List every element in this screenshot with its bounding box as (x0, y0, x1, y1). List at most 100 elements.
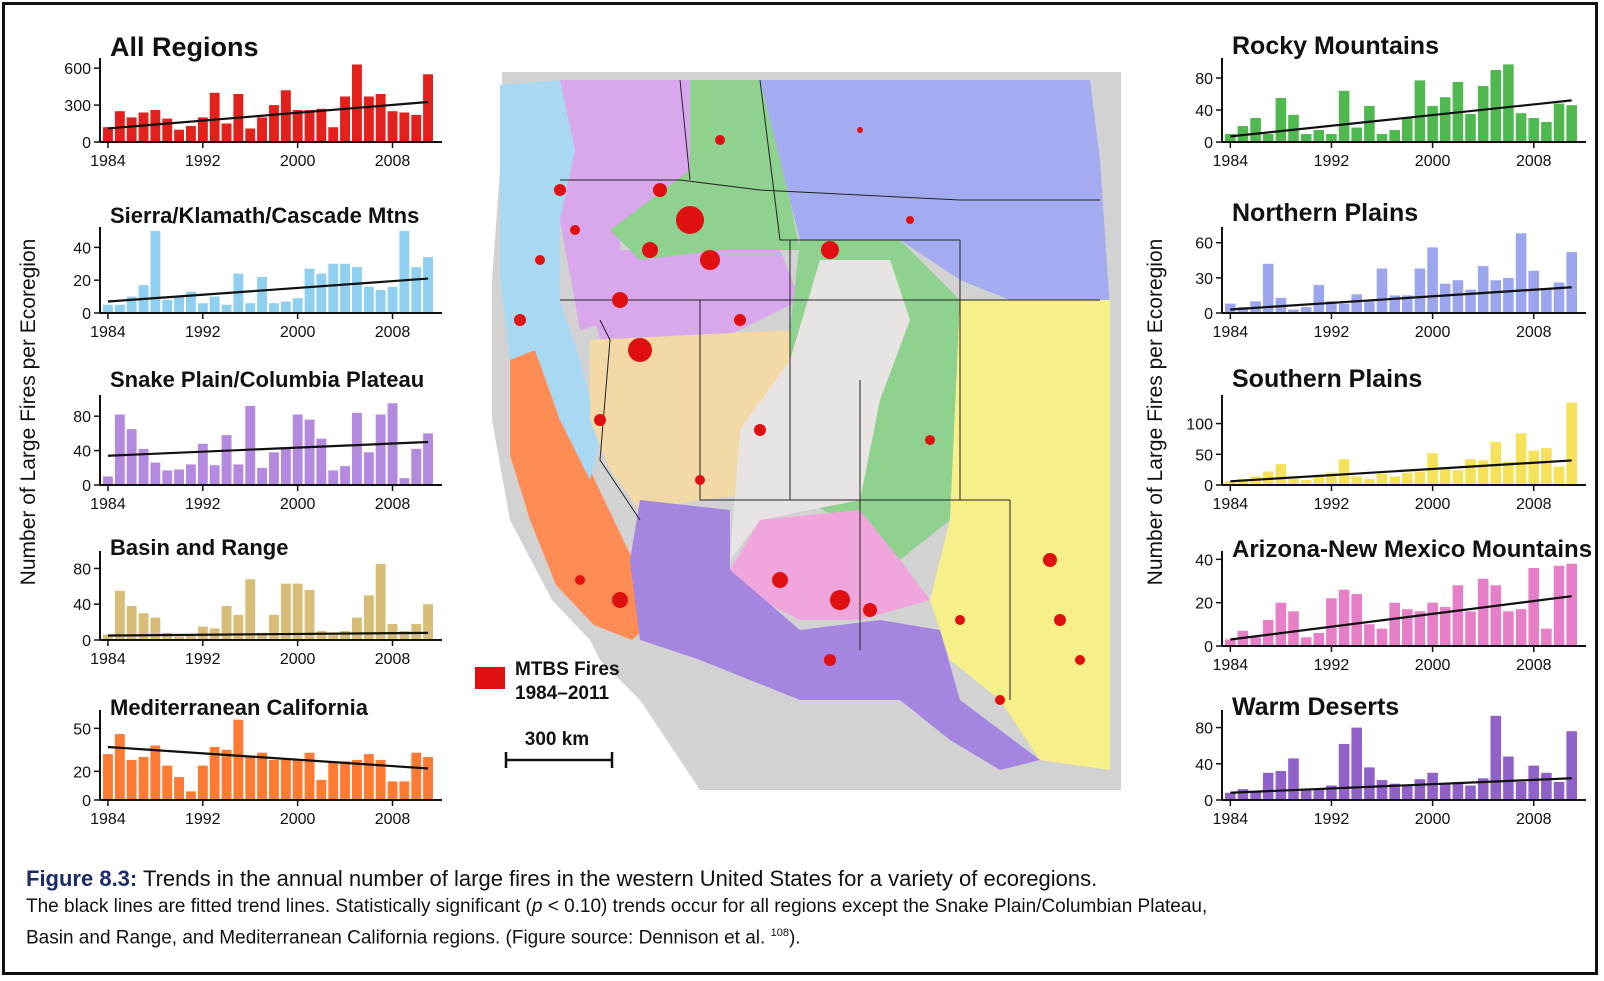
bar (316, 631, 327, 640)
bar (304, 589, 315, 640)
bar (340, 761, 350, 800)
bar (1541, 448, 1552, 485)
chart-title: Rocky Mountains (1232, 32, 1439, 60)
bar (150, 617, 161, 640)
scale-bar (504, 752, 614, 768)
bar (292, 298, 303, 313)
bar (304, 419, 315, 485)
y-tick-label: 0 (1204, 306, 1213, 323)
bar (162, 765, 173, 800)
bar (1338, 303, 1350, 313)
bar (1300, 789, 1312, 800)
bar (1338, 743, 1350, 800)
bar (1452, 585, 1464, 646)
bar (1465, 289, 1476, 313)
bar (304, 110, 315, 142)
bar (1402, 472, 1413, 485)
bar (1439, 783, 1451, 800)
x-tick-label: 1984 (1213, 811, 1249, 828)
region-mediterranean-california (510, 350, 648, 640)
x-tick-label: 2008 (375, 651, 411, 668)
caption-line2-b: < 0.10) trends occur for all regions exc… (542, 896, 1208, 917)
bar (1427, 772, 1438, 800)
bar (103, 634, 113, 640)
x-tick-label: 1984 (1213, 153, 1249, 170)
bar (375, 290, 386, 313)
bar (1313, 475, 1325, 485)
y-tick-label: 300 (64, 98, 91, 115)
bar (114, 414, 125, 485)
bar (352, 617, 362, 640)
bar (1376, 780, 1388, 800)
bar (126, 606, 137, 640)
y-tick-label: 0 (1204, 478, 1213, 495)
y-tick-label: 30 (1195, 271, 1213, 288)
chart-title: Warm Deserts (1232, 693, 1399, 721)
bar (114, 590, 125, 640)
y-tick-label: 80 (1195, 71, 1213, 88)
bar (280, 583, 291, 640)
bar (387, 623, 398, 640)
bar (1364, 624, 1375, 646)
bar (1490, 715, 1502, 800)
bar (257, 117, 267, 142)
baja-california (640, 640, 760, 790)
x-tick-label: 2000 (1415, 153, 1451, 170)
bar (423, 257, 433, 313)
bar (1414, 779, 1426, 800)
y-tick-label: 40 (73, 597, 91, 614)
bar (1351, 294, 1362, 313)
bar (1250, 790, 1261, 800)
bar (1566, 563, 1577, 646)
bar (186, 464, 196, 485)
bar (174, 469, 184, 485)
x-tick-label: 2000 (1415, 657, 1451, 674)
chart-title: Sierra/Klamath/Cascade Mtns (110, 203, 419, 228)
bar (1503, 461, 1514, 485)
chart-7: Southern Plains 0 50 100 1984 1992 2000 2008 (1186, 365, 1586, 513)
bar (340, 466, 350, 485)
bar (221, 606, 232, 640)
bar (126, 429, 137, 485)
chart-9: Warm Deserts 0 40 80 1984 1992 2000 2008 (1195, 693, 1586, 828)
x-tick-label: 1992 (1314, 811, 1350, 828)
chart-title: Arizona-New Mexico Mountains (1232, 536, 1592, 563)
bar (280, 90, 291, 142)
x-tick-label: 1984 (90, 496, 126, 513)
bar (1275, 771, 1287, 800)
bar (316, 273, 327, 313)
bar (328, 470, 339, 485)
bar (1452, 470, 1464, 485)
bar (1515, 433, 1527, 485)
chart-title: Mediterranean California (110, 695, 369, 720)
bar (399, 231, 410, 313)
bar (340, 631, 350, 640)
bar (328, 761, 339, 800)
y-tick-label: 20 (1195, 596, 1213, 613)
bar (1351, 127, 1362, 142)
bar (221, 123, 232, 142)
trend-line (107, 745, 429, 770)
y-tick-label: 0 (1204, 793, 1213, 810)
pacific-ocean (466, 72, 700, 790)
bar (1503, 64, 1514, 142)
chart-title: All Regions (110, 32, 259, 62)
x-tick-label: 2008 (1516, 811, 1552, 828)
x-tick-label: 2008 (1516, 496, 1552, 513)
bar (1364, 767, 1375, 800)
bar (423, 433, 433, 485)
bar (1566, 402, 1577, 485)
bar (1262, 620, 1274, 646)
bar (186, 126, 196, 142)
x-tick-label: 1992 (185, 324, 221, 341)
bar (1288, 478, 1299, 485)
bar (186, 291, 196, 313)
bar (1402, 295, 1413, 313)
x-tick-label: 1992 (185, 811, 221, 828)
bar (1414, 471, 1426, 485)
bar (1275, 98, 1287, 142)
bar (174, 129, 184, 142)
bar (103, 754, 113, 800)
mtbs-legend-label-1: MTBS Fires (515, 659, 620, 680)
mtbs-fire-polygons (514, 127, 1085, 705)
